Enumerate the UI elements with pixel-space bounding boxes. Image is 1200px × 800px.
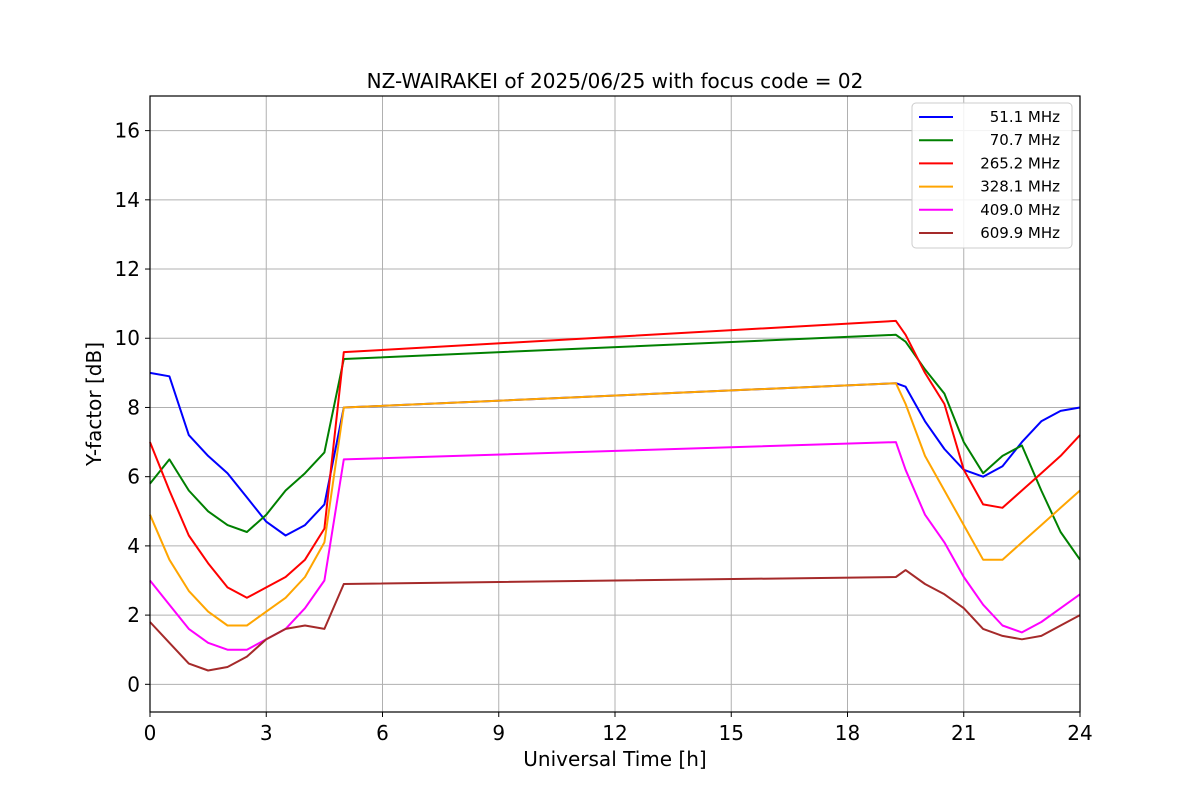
x-tick-label: 21: [951, 721, 976, 745]
legend-label: 328.1 MHz: [980, 178, 1060, 196]
series-line-5: [149, 441, 1081, 651]
series-line-3: [149, 319, 1081, 599]
series-line-2: [149, 333, 1081, 561]
y-tick-label: 14: [115, 188, 140, 212]
chart-title: NZ-WAIRAKEI of 2025/06/25 with focus cod…: [367, 69, 864, 93]
x-tick-label: 15: [719, 721, 744, 745]
y-tick-label: 6: [127, 465, 140, 489]
y-tick-label: 16: [115, 119, 140, 143]
x-tick-label: 12: [602, 721, 627, 745]
legend-label: 409.0 MHz: [980, 201, 1060, 219]
x-tick-label: 0: [144, 721, 157, 745]
legend-label: 609.9 MHz: [980, 224, 1060, 242]
y-tick-label: 12: [115, 257, 140, 281]
y-tick-label: 0: [127, 672, 140, 696]
legend-label: 51.1 MHz: [990, 108, 1060, 126]
legend-label: 70.7 MHz: [990, 131, 1060, 149]
x-tick-label: 18: [835, 721, 860, 745]
y-tick-label: 8: [127, 395, 140, 419]
y-axis-label: Y-factor [dB]: [82, 342, 106, 467]
y-tick-label: 4: [127, 534, 140, 558]
legend: 51.1 MHz 70.7 MHz 265.2 MHz 328.1 MHz 409.0 …: [911, 102, 1073, 249]
plot-series: [149, 319, 1081, 672]
x-axis-label: Universal Time [h]: [523, 747, 706, 771]
y-tick-label: 10: [115, 326, 140, 350]
y-tick-label: 2: [127, 603, 140, 627]
legend-label: 265.2 MHz: [980, 154, 1060, 172]
x-tick-label: 3: [260, 721, 273, 745]
series-line-6: [149, 569, 1081, 672]
x-tick-label: 9: [492, 721, 505, 745]
series-line-4: [149, 382, 1081, 627]
x-tick-label: 6: [376, 721, 389, 745]
x-tick-label: 24: [1067, 721, 1092, 745]
